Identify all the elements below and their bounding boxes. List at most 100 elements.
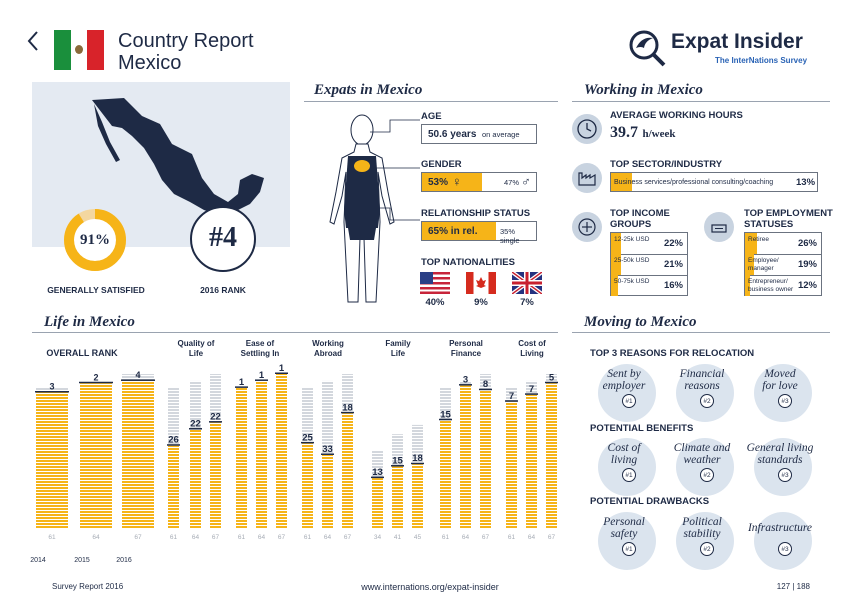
female-figure xyxy=(329,114,395,303)
chart-rank-marker xyxy=(79,381,113,384)
benefit-badge: #1 xyxy=(622,468,636,482)
back-button[interactable] xyxy=(24,28,42,54)
chart-bar-bg xyxy=(322,380,333,455)
income-value: 16% xyxy=(663,280,683,291)
factory-icon xyxy=(572,163,602,193)
chart-bar xyxy=(302,443,313,529)
benefit-bubble xyxy=(598,438,656,496)
male-icon: ♂ xyxy=(521,174,531,189)
chart-rank-label: 3 xyxy=(49,382,54,392)
sector-box: Business services/professional consultin… xyxy=(610,172,818,192)
chart-rank-label: 15 xyxy=(440,409,451,420)
chart-rank-label: 1 xyxy=(239,377,245,388)
chart-group-label: Ease of xyxy=(246,339,275,348)
chart-bar-bg xyxy=(480,374,491,391)
chart-total-label: 41 xyxy=(394,534,402,541)
chart-bar-bg xyxy=(392,434,403,467)
benefits-label: POTENTIAL BENEFITS xyxy=(590,423,694,434)
female-icon: ♀ xyxy=(452,174,462,189)
rank-caption: 2016 RANK xyxy=(200,285,246,295)
chart-rank-label: 2 xyxy=(93,372,98,382)
chart-bar xyxy=(256,380,267,529)
page-title: Country Report Mexico xyxy=(118,30,254,74)
in-relationship-bar xyxy=(422,222,497,240)
chart-bar-bg xyxy=(526,380,537,395)
nat-pct-2: 9% xyxy=(474,297,488,308)
income-bar xyxy=(611,254,621,275)
relationship-label: RELATIONSHIP STATUS xyxy=(421,208,531,219)
chart-rank-label: 26 xyxy=(168,435,179,446)
divider xyxy=(572,101,830,102)
chart-total-label: 64 xyxy=(462,534,470,541)
chart-group-label: Finance xyxy=(451,349,482,358)
benefit-bubble xyxy=(754,438,812,496)
chart-total-label: 34 xyxy=(374,534,382,541)
rank-circle xyxy=(190,206,256,272)
chart-bar-bg xyxy=(412,424,423,465)
chart-rank-marker xyxy=(505,400,518,402)
chart-rank-label: 4 xyxy=(135,370,140,380)
chart-total-label: 64 xyxy=(324,534,332,541)
chart-rank-marker xyxy=(439,418,452,421)
chart-bar xyxy=(392,466,403,529)
chart-rank-marker xyxy=(255,379,268,381)
working-title: Working in Mexico xyxy=(584,82,703,98)
magnifier-bird-icon xyxy=(629,30,666,67)
chart-bar xyxy=(342,413,353,529)
divider xyxy=(304,101,558,102)
money-icon xyxy=(572,212,602,242)
chart-rank-label: 15 xyxy=(392,456,403,467)
income-label: 50-75k USD xyxy=(614,278,650,285)
income-label: TOP INCOME GROUPS xyxy=(610,208,670,230)
divider xyxy=(32,332,558,333)
chart-bar xyxy=(460,385,471,529)
employment-row: Entrepreneur/ business owner 12% xyxy=(745,275,821,296)
satisfied-value: 91% xyxy=(80,232,110,248)
chart-rank-marker xyxy=(545,381,558,384)
divider xyxy=(572,332,830,333)
chart-bar xyxy=(372,478,383,529)
chart-rank-marker xyxy=(121,379,155,381)
chart-total-label: 64 xyxy=(258,534,266,541)
chart-rank-marker xyxy=(341,411,354,414)
employment-label: TOP EMPLOYMENT STATUSES xyxy=(744,208,833,230)
rank-value: #4 xyxy=(209,222,237,253)
chart-rank-label: 22 xyxy=(210,412,221,423)
chart-year-label: 2016 xyxy=(116,557,132,564)
income-bar xyxy=(611,233,622,254)
reason-bubble xyxy=(754,364,812,422)
benefit-badge: #2 xyxy=(700,468,714,482)
connector-lines xyxy=(370,119,420,221)
benefit-badge: #3 xyxy=(778,468,792,482)
mexico-map xyxy=(92,98,264,216)
chart-group-label: Cost of xyxy=(518,339,546,348)
income-row: 12-25k USD 22% xyxy=(611,233,687,255)
chart-rank-label: 7 xyxy=(509,391,514,402)
chart-group-label: Living xyxy=(520,349,544,358)
employment-value: 26% xyxy=(797,238,817,249)
footer-link[interactable]: www.internations.org/expat-insider xyxy=(361,582,499,592)
employment-bar xyxy=(745,233,757,254)
chart-rank-marker xyxy=(479,388,492,391)
chart-rank-marker xyxy=(209,421,222,423)
income-label: 25-50k USD xyxy=(614,257,650,264)
chart-rank-marker xyxy=(167,444,180,446)
chart-bar-bg xyxy=(190,380,201,430)
chart-bar-bg xyxy=(36,387,68,393)
chart-total-label: 61 xyxy=(508,534,516,541)
flag-us xyxy=(420,272,450,294)
employment-label: Employee/ manager xyxy=(748,257,779,272)
chart-bar xyxy=(440,420,451,529)
chevron-left-icon xyxy=(27,31,38,51)
chart-total-label: 61 xyxy=(170,534,178,541)
page-number: 127 | 188 xyxy=(776,582,810,591)
income-row: 25-50k USD 21% xyxy=(611,254,687,276)
chart-rank-label: 5 xyxy=(549,372,555,383)
chart-rank-marker xyxy=(275,372,288,374)
footer-left: Survey Report 2016 xyxy=(52,582,124,591)
chart-bar xyxy=(412,464,423,529)
benefit-text: Cost of living xyxy=(607,442,641,466)
chart-rank-label: 22 xyxy=(190,419,201,430)
chart-group-label: Abroad xyxy=(314,349,342,358)
chart-total-label: 61 xyxy=(304,534,312,541)
